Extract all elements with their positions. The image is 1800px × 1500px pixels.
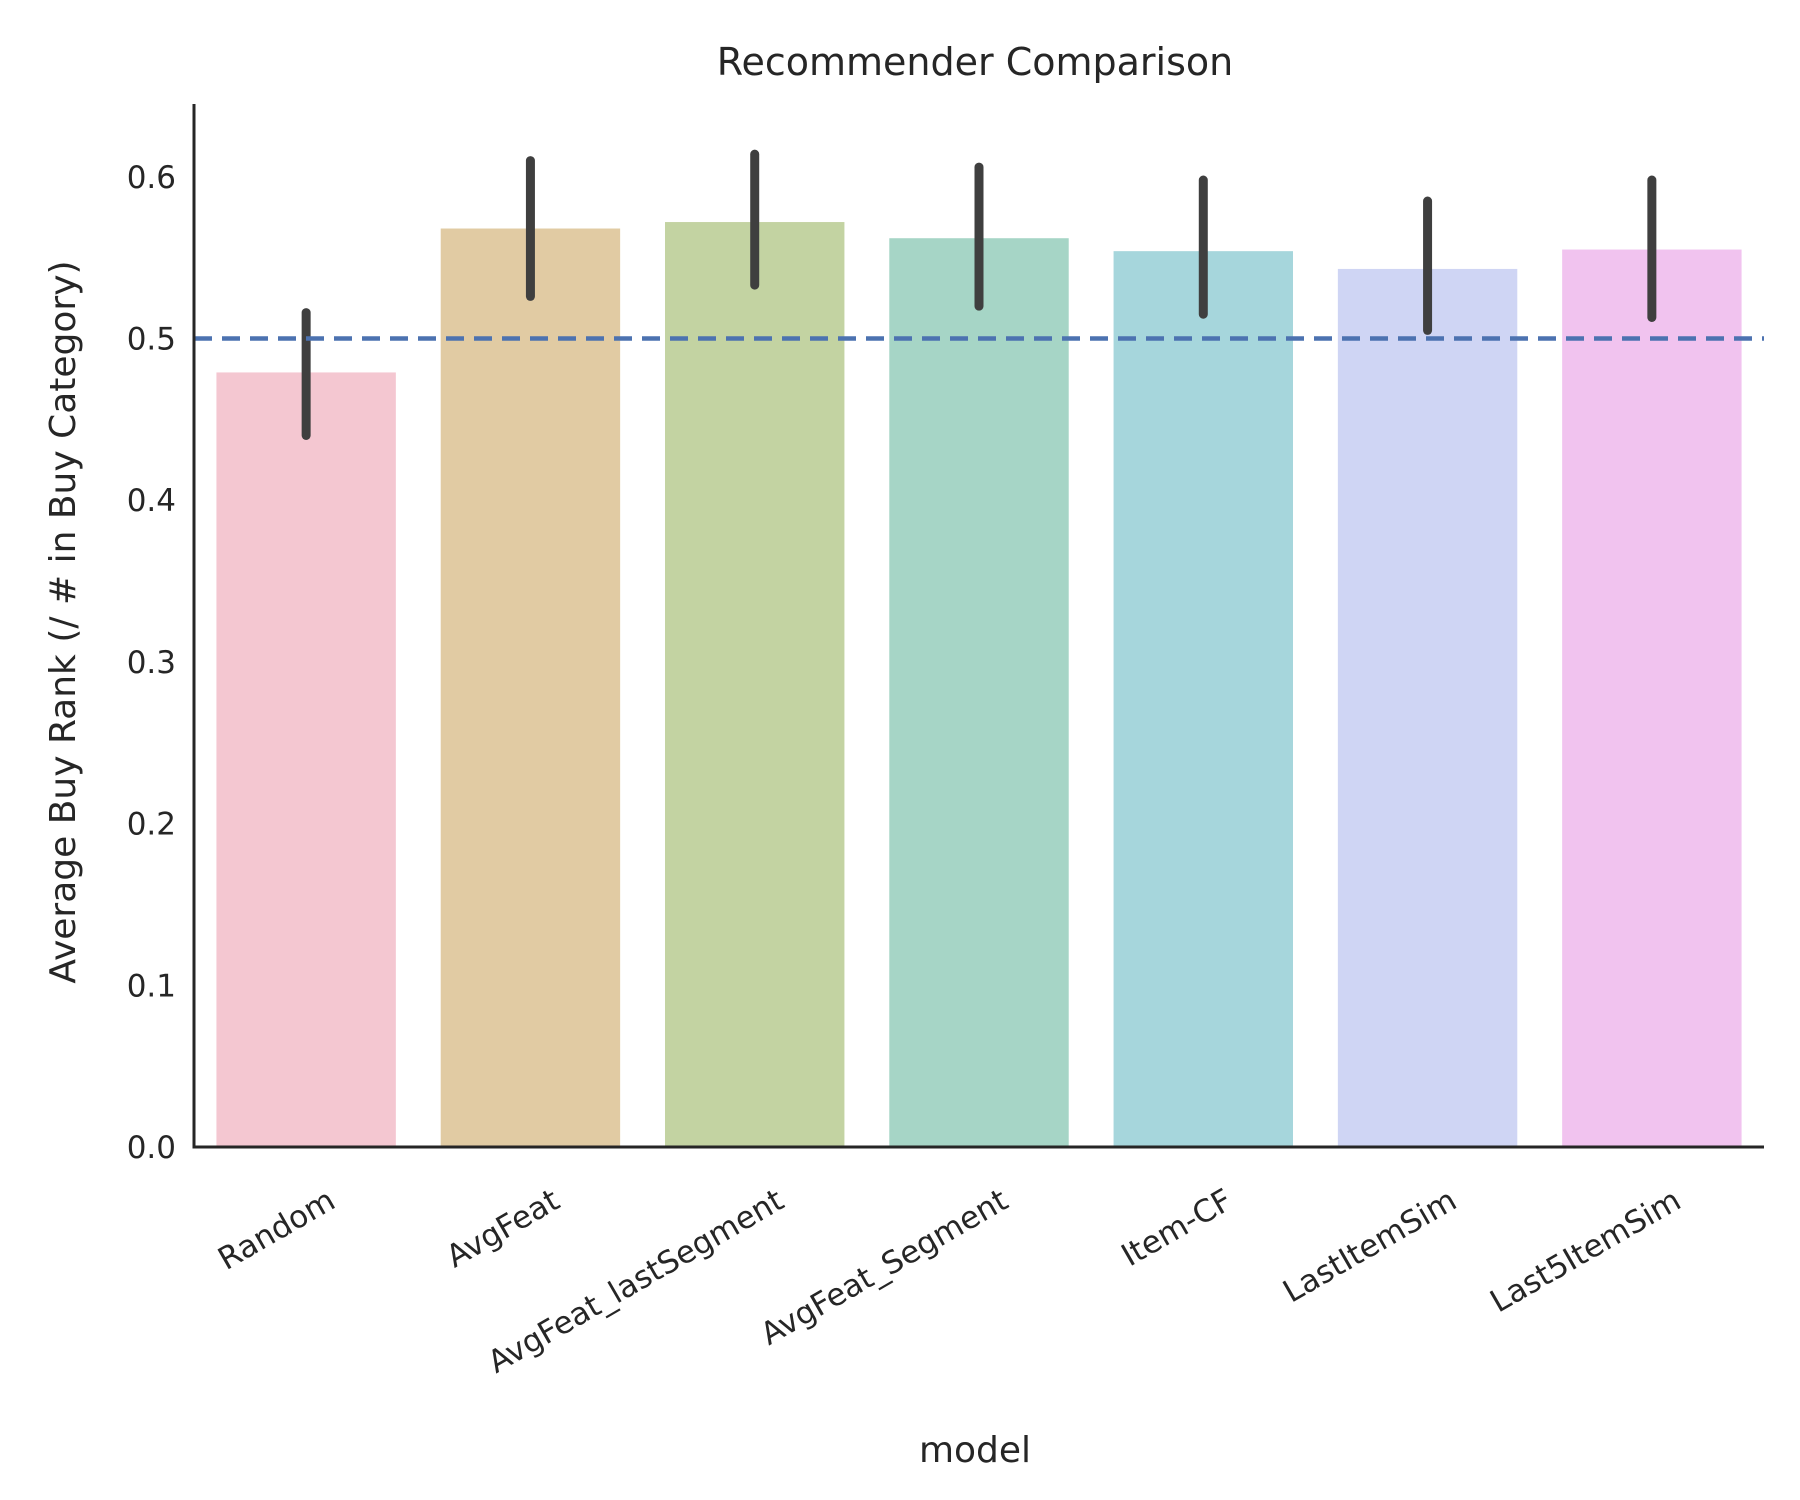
error-bars-layer xyxy=(301,149,1657,440)
x-axis-label: model xyxy=(919,1430,1031,1471)
bars-layer xyxy=(216,222,1742,1148)
y-tick-label: 0.6 xyxy=(127,160,176,196)
x-tick-label: AvgFeat xyxy=(440,1182,565,1275)
bar-lastitemsim xyxy=(1337,268,1518,1147)
x-tick-label: Random xyxy=(212,1182,341,1277)
bar-last5itemsim xyxy=(1562,249,1742,1147)
bar-random xyxy=(216,372,396,1147)
y-axis-label: Average Buy Rank (/ # in Buy Category) xyxy=(43,260,84,983)
x-tick-label: LastItemSim xyxy=(1277,1182,1463,1310)
y-tick-label: 0.5 xyxy=(127,321,176,357)
chart-title: Recommender Comparison xyxy=(717,40,1233,84)
bar-avgfeat xyxy=(440,228,621,1147)
axes-layer xyxy=(192,104,1764,1149)
y-tick-label: 0.2 xyxy=(127,807,176,843)
x-tick-label: Item-CF xyxy=(1115,1182,1238,1274)
bar-avgfeat-segment xyxy=(889,238,1069,1147)
bar-item-cf xyxy=(1113,251,1293,1148)
bar-avgfeat-lastsegment xyxy=(665,222,845,1147)
x-tick-label: AvgFeat_Segment xyxy=(755,1182,1014,1353)
y-tick-label: 0.0 xyxy=(127,1130,176,1166)
x-tick-label: Last5ItemSim xyxy=(1484,1182,1687,1320)
y-tick-label: 0.1 xyxy=(127,968,176,1004)
y-tick-label: 0.4 xyxy=(127,483,176,519)
y-ticks-layer: 0.0 0.1 0.2 0.3 0.4 0.5 0.6 xyxy=(127,160,176,1166)
x-ticks-layer: Random AvgFeatAvgFeat_lastSegmentAvgFeat_… xyxy=(212,1182,1687,1381)
y-tick-label: 0.3 xyxy=(127,645,176,681)
